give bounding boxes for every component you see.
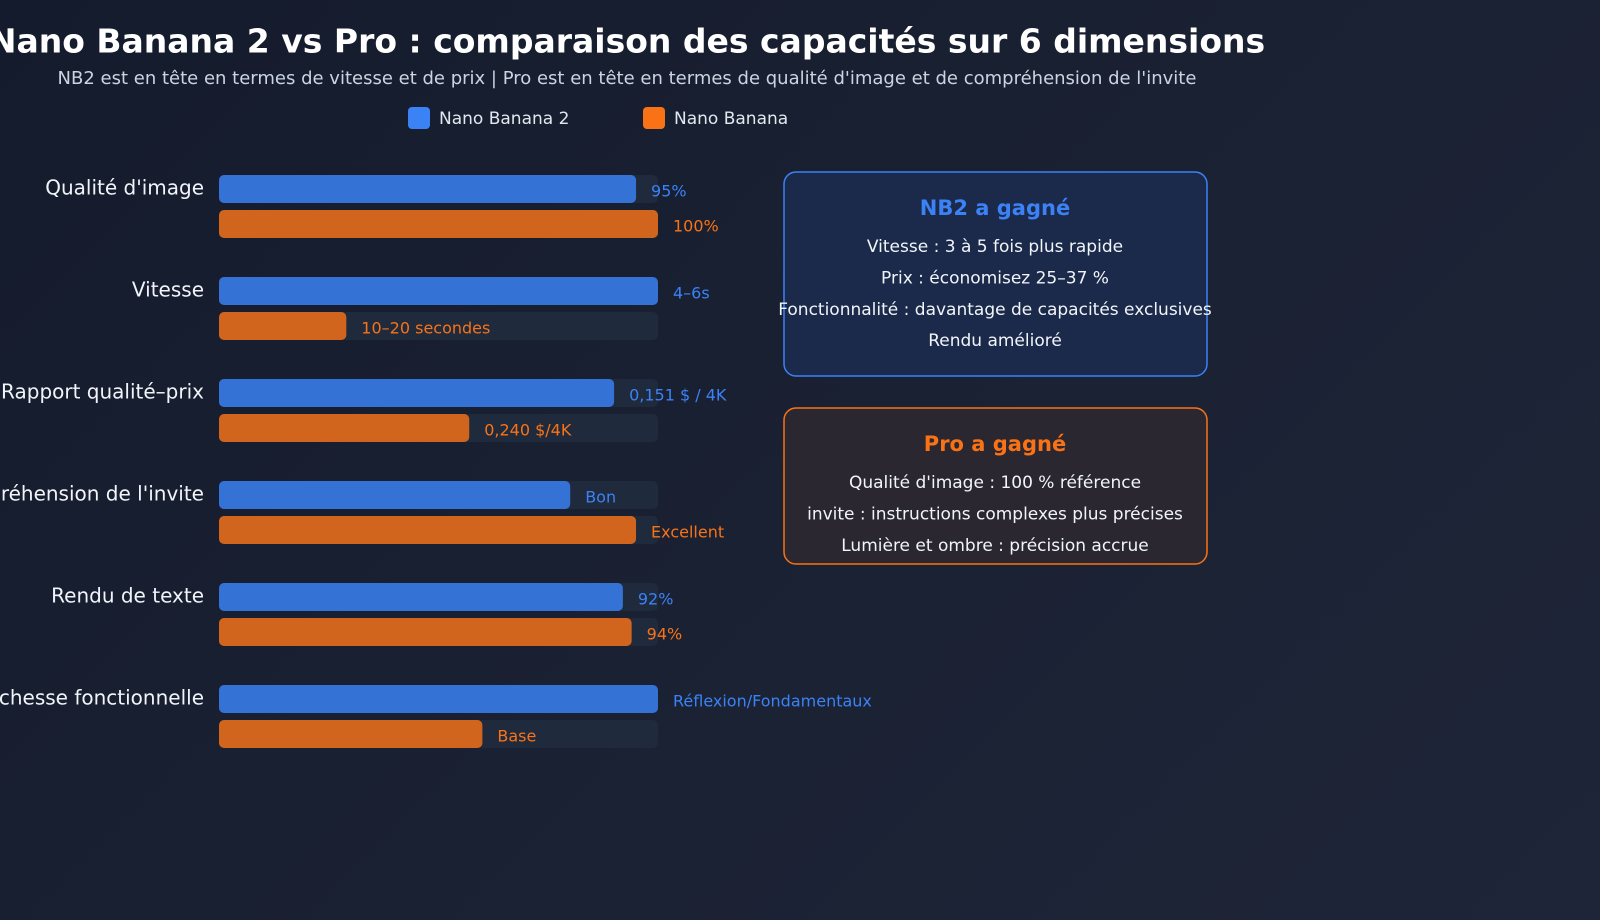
value-label: 10–20 secondes: [361, 319, 490, 338]
bar: [219, 516, 637, 544]
category-label: Qualité d'image: [45, 176, 204, 200]
value-label: 92%: [638, 590, 674, 609]
category-label: Rendu de texte: [51, 584, 204, 608]
bar: [219, 414, 470, 442]
legend-label: Nano Banana: [674, 109, 788, 129]
value-label: Excellent: [651, 523, 724, 542]
bar: [219, 277, 658, 305]
panel-title: NB2 a gagné: [920, 196, 1070, 220]
legend-label: Nano Banana 2: [439, 109, 569, 129]
value-label: Bon: [585, 488, 616, 507]
value-label: 0,151 $ / 4K: [629, 386, 727, 405]
legend-swatch: [643, 107, 665, 129]
chart-subtitle: NB2 est en tête en termes de vitesse et …: [58, 68, 1197, 89]
category-label: Vitesse: [132, 278, 204, 302]
panel-box: [783, 171, 1208, 377]
panel-item: Lumière et ombre : précision accrue: [841, 536, 1149, 556]
bar: [219, 210, 658, 238]
value-label: 95%: [651, 182, 687, 201]
panel-item: Fonctionnalité : davantage de capacités …: [778, 300, 1212, 320]
value-label: 0,240 $/4K: [484, 421, 572, 440]
bar: [219, 720, 483, 748]
panel-item: Prix : économisez 25–37 %: [881, 268, 1109, 288]
category-label: Richesse fonctionnelle: [0, 686, 204, 710]
panel-item: invite : instructions complexes plus pré…: [807, 504, 1183, 524]
panel-item: Qualité d'image : 100 % référence: [849, 473, 1141, 493]
bar: [219, 312, 347, 340]
bar: [219, 618, 632, 646]
panel-item: Rendu amélioré: [928, 331, 1062, 351]
legend-swatch: [408, 107, 430, 129]
bar: [219, 379, 615, 407]
panel-box: [783, 407, 1208, 565]
bar: [219, 685, 658, 713]
value-label: 100%: [673, 217, 719, 236]
category-label: Compréhension de l'invite: [0, 482, 204, 506]
value-label: Réflexion/Fondamentaux: [673, 692, 872, 711]
bar: [219, 583, 623, 611]
chart-title: Nano Banana 2 vs Pro : comparaison des c…: [0, 22, 1265, 61]
value-label: Base: [497, 727, 536, 746]
panel-item: Vitesse : 3 à 5 fois plus rapide: [867, 237, 1123, 257]
bar: [219, 481, 571, 509]
category-label: Rapport qualité–prix: [1, 380, 204, 404]
value-label: 4–6s: [673, 284, 710, 303]
value-label: 94%: [647, 625, 683, 644]
bar: [219, 175, 637, 203]
panel-title: Pro a gagné: [924, 432, 1066, 456]
